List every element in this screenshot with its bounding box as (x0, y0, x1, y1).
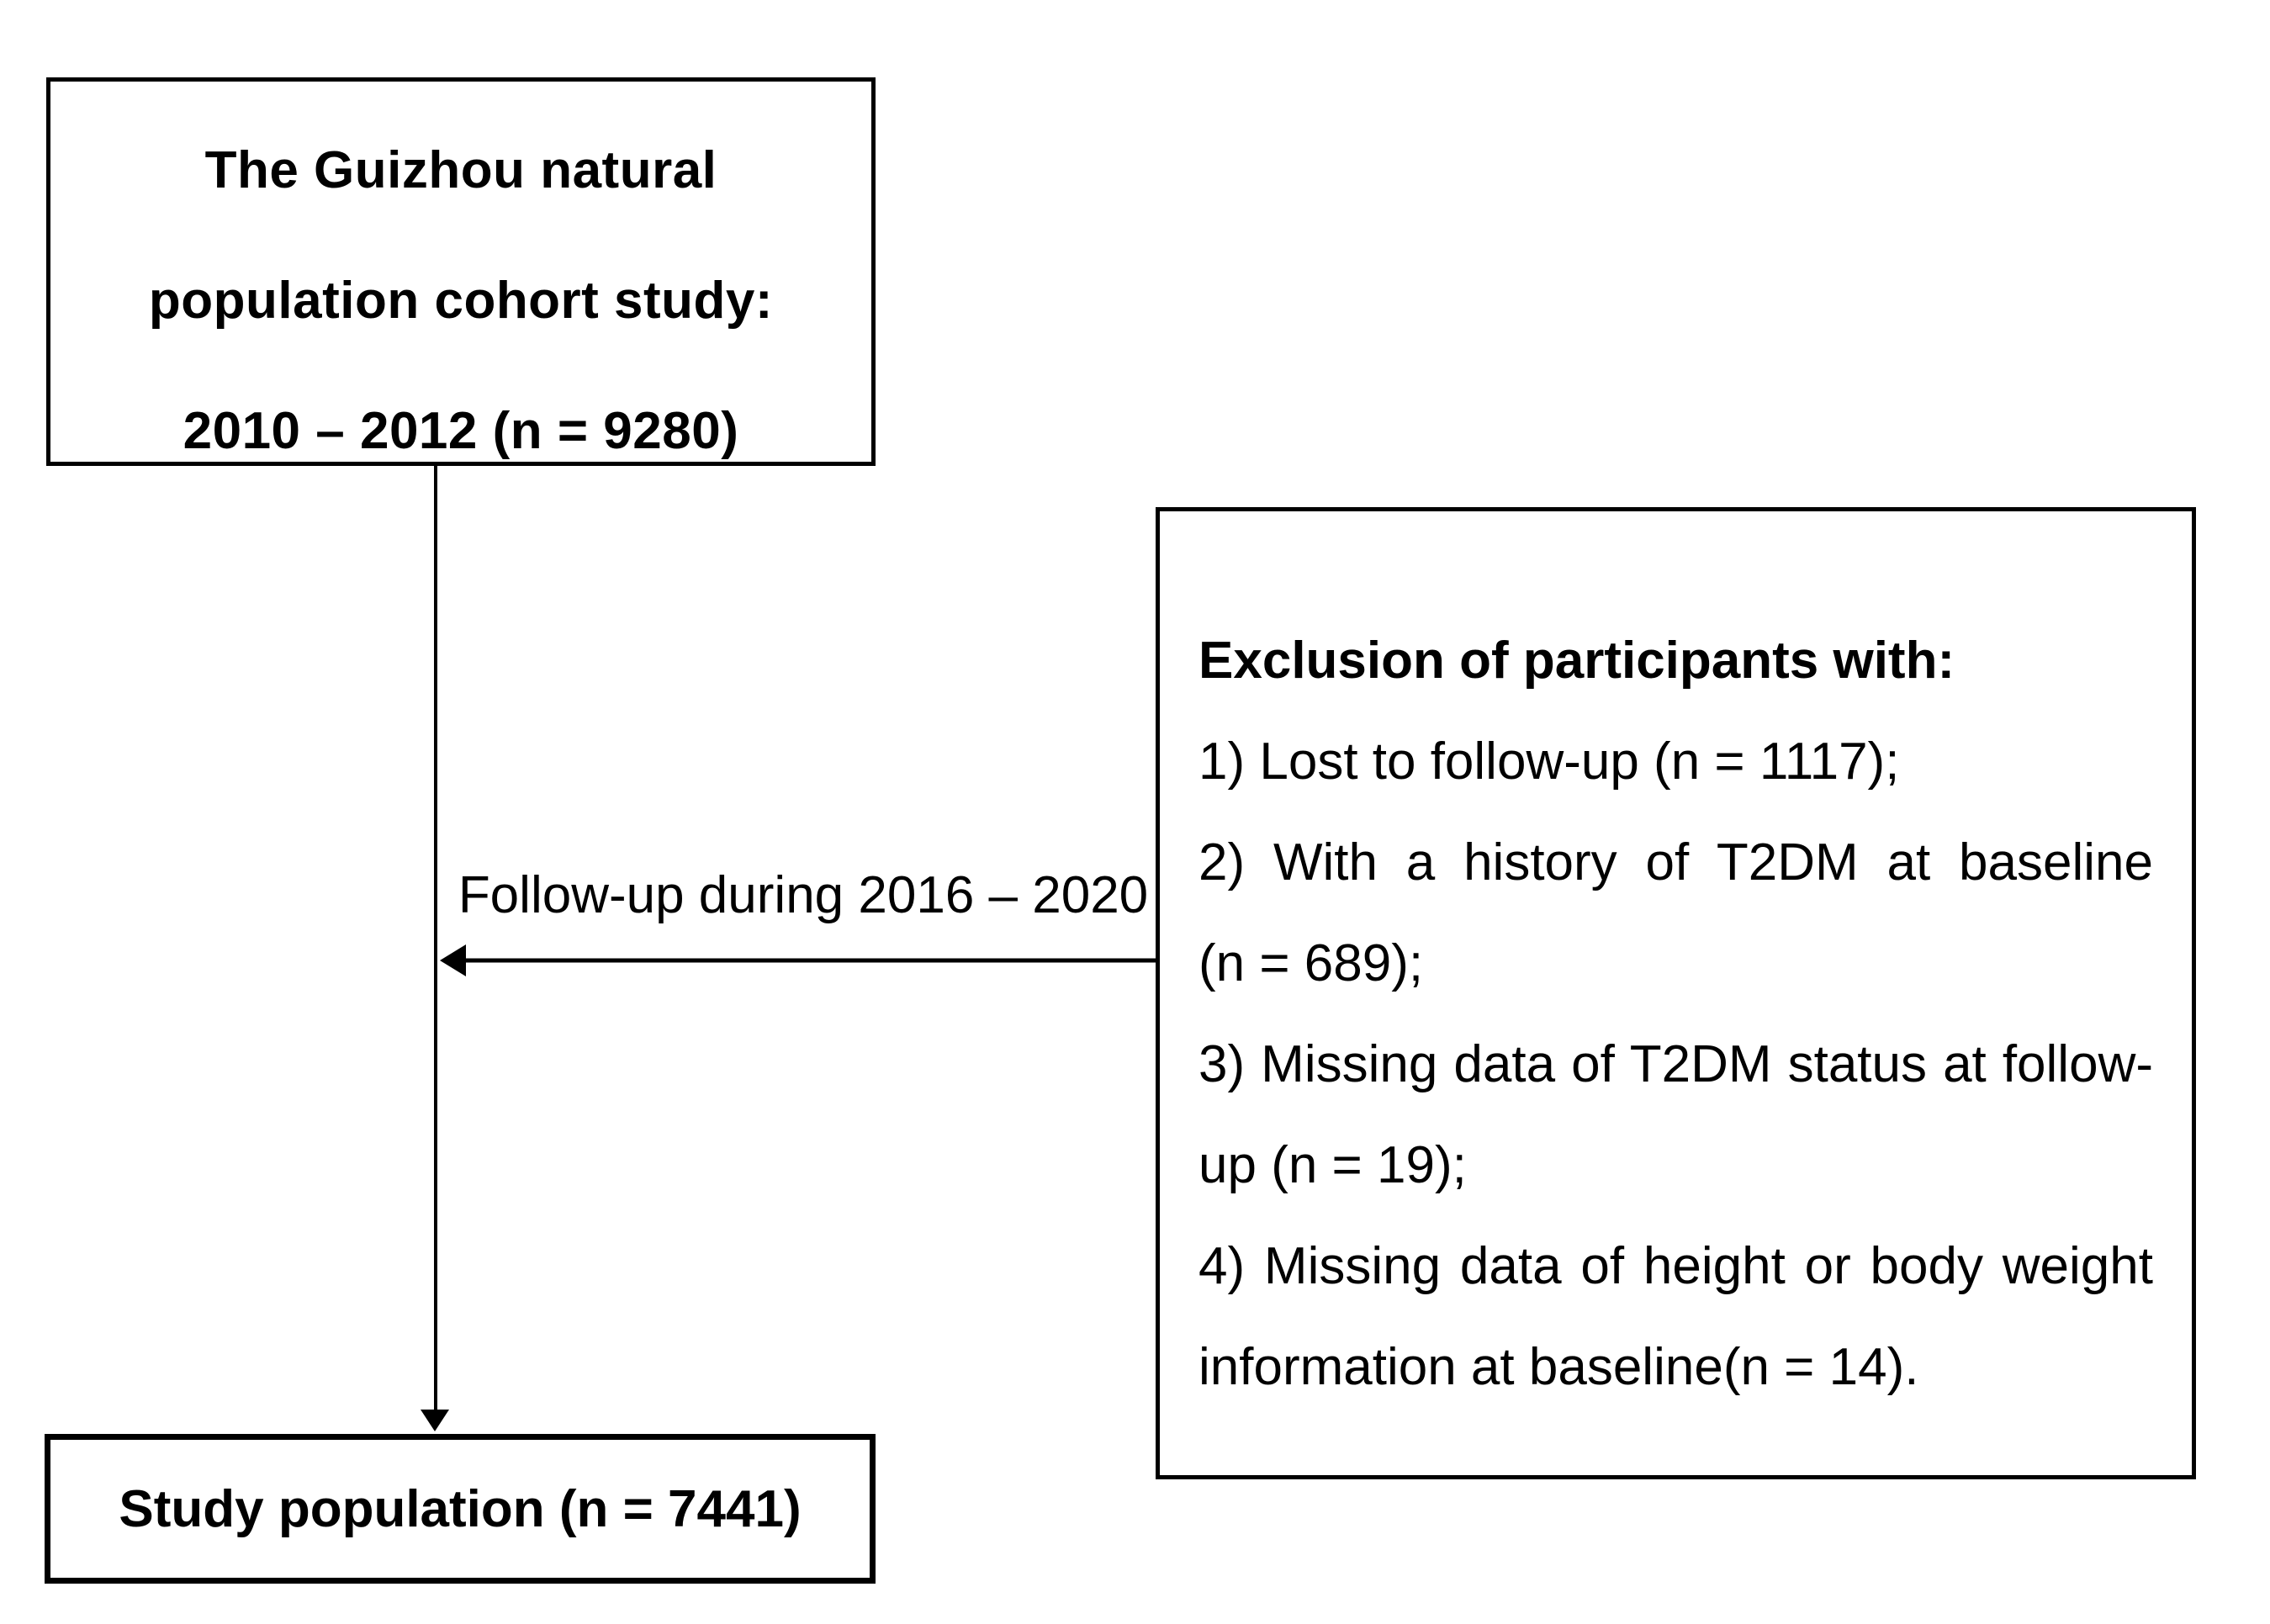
baseline-cohort-line-3: 2010 – 2012 (n = 9280) (183, 402, 739, 460)
follow-up-period-label: Follow-up during 2016 – 2020 (458, 866, 1149, 924)
exclusion-box: Exclusion of participants with: 1) Lost … (1156, 507, 2196, 1479)
study-population-box: Study population (n = 7441) (45, 1434, 876, 1584)
exclusion-item-3-line-1: 3) Missing data of T2DM status at follow… (1198, 1035, 2153, 1093)
exclusion-item-3-line-2: up (n = 19); (1198, 1136, 1467, 1194)
exclusion-item-4-line-2: information at baseline(n = 14). (1198, 1338, 1919, 1396)
exclusion-item-4-line-1: 4) Missing data of height or body weight (1198, 1237, 2153, 1295)
exclusion-heading: Exclusion of participants with: (1198, 632, 1955, 690)
baseline-cohort-box: The Guizhou natural population cohort st… (46, 77, 876, 466)
arrowhead-left-icon (440, 944, 466, 976)
exclusion-item-1: 1) Lost to follow-up (n = 1117); (1198, 733, 1900, 791)
exclusion-item-2-line-1: 2) With a history of T2DM at baseline (1198, 833, 2153, 891)
baseline-cohort-line-1: The Guizhou natural (204, 141, 717, 199)
arrowhead-down-icon (421, 1410, 449, 1431)
study-population-label: Study population (n = 7441) (119, 1479, 802, 1538)
exclusion-item-2-line-2: (n = 689); (1198, 934, 1424, 992)
baseline-cohort-line-2: population cohort study: (148, 272, 774, 330)
